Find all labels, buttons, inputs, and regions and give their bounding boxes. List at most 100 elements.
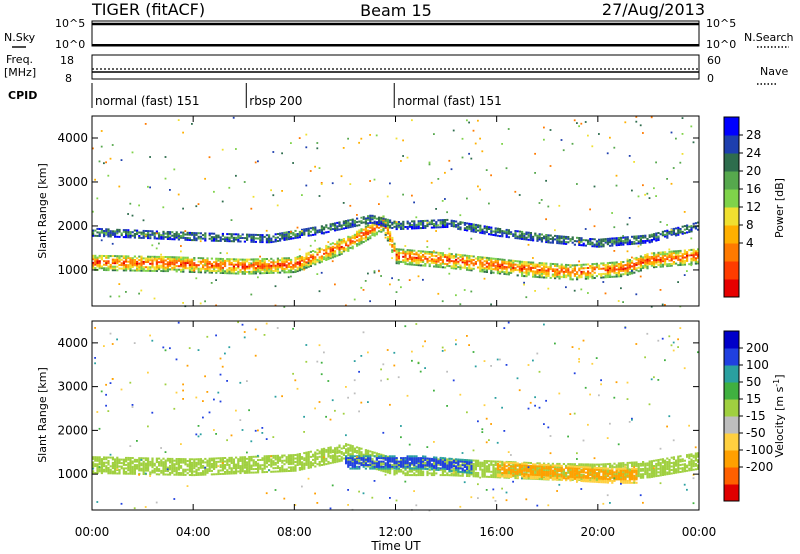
data-cell: [246, 258, 249, 261]
data-cell: [395, 258, 398, 261]
data-cell: [446, 458, 449, 461]
data-cell: [274, 456, 277, 459]
data-cell: [250, 464, 253, 467]
data-cell: [512, 259, 515, 262]
data-cell: [463, 254, 466, 257]
data-cell: [270, 241, 273, 244]
data-cell: [617, 264, 620, 267]
data-cell: [94, 267, 97, 270]
data-cell: [490, 272, 492, 275]
data-cell: [261, 272, 264, 275]
data-cell: [523, 238, 526, 241]
data-cell: [182, 461, 185, 464]
data-cell: [254, 267, 257, 270]
data-cell: [615, 272, 618, 274]
data-cell: [468, 226, 471, 229]
data-cell: [670, 233, 673, 236]
data-cell: [184, 461, 187, 464]
data-cell: [573, 273, 576, 276]
data-cell: [490, 260, 493, 263]
data-cell: [644, 241, 647, 244]
data-cell: [567, 236, 570, 238]
data-cell: [303, 457, 306, 460]
data-cell: [532, 235, 535, 238]
data-cell: [153, 235, 156, 238]
data-cell: [419, 257, 422, 260]
data-cell: [219, 261, 222, 264]
data-cell: [646, 262, 649, 264]
data-cell: [593, 271, 596, 274]
data-cell: [268, 463, 271, 466]
data-cell: [259, 270, 262, 273]
data-cell: [162, 466, 165, 469]
data-cell: [347, 449, 350, 451]
data-cell: [549, 268, 552, 271]
data-cell: [584, 275, 587, 278]
data-cell: [268, 270, 271, 273]
data-cell: [637, 245, 640, 248]
data-cell: [441, 472, 444, 475]
data-cell: [395, 457, 398, 460]
data-cell: [96, 463, 99, 466]
data-cell: [404, 474, 407, 477]
data-cell: [404, 261, 407, 264]
data-cell: [345, 458, 348, 461]
data-cell: [635, 262, 638, 265]
data-cell: [364, 232, 367, 235]
data-cell: [349, 444, 352, 447]
data-cell: [191, 265, 194, 268]
data-cell: [309, 263, 312, 266]
data-cell: [109, 157, 112, 160]
data-cell: [639, 240, 642, 243]
data-cell: [259, 464, 262, 467]
data-cell: [125, 232, 128, 235]
data-cell: [120, 258, 123, 261]
data-cell: [129, 445, 132, 447]
data-cell: [305, 256, 308, 259]
data-cell: [301, 264, 304, 267]
data-cell: [105, 467, 108, 469]
data-cell: [296, 462, 299, 465]
data-cell: [239, 235, 242, 238]
data-cell: [349, 446, 352, 449]
data-cell: [331, 251, 334, 254]
data-cell: [336, 244, 339, 247]
data-cell: [595, 266, 598, 269]
data-cell: [358, 490, 360, 493]
data-cell: [395, 291, 398, 293]
data-cell: [217, 264, 220, 267]
data-cell: [318, 247, 321, 250]
data-cell: [413, 225, 416, 228]
data-cell: [111, 465, 114, 468]
data-cell: [224, 464, 227, 466]
data-cell: [193, 232, 196, 235]
data-cell: [560, 242, 563, 245]
data-cell: [127, 213, 129, 215]
data-cell: [351, 450, 354, 453]
data-cell: [356, 236, 359, 238]
data-cell: [628, 243, 631, 246]
data-cell: [532, 273, 535, 276]
data-cell: [122, 470, 125, 473]
data-cell: [507, 259, 510, 262]
data-cell: [217, 391, 220, 394]
data-cell: [162, 234, 165, 237]
data-cell: [470, 260, 473, 263]
data-cell: [600, 245, 603, 248]
data-cell: [558, 235, 561, 238]
data-cell: [325, 253, 328, 256]
data-cell: [296, 457, 299, 459]
data-cell: [158, 261, 161, 264]
data-cell: [510, 268, 513, 271]
data-cell: [351, 460, 354, 463]
data-cell: [397, 461, 400, 464]
data-cell: [100, 463, 103, 466]
data-cell: [125, 472, 128, 475]
data-cell: [316, 458, 319, 460]
data-cell: [516, 274, 519, 277]
data-cell: [107, 255, 110, 257]
data-cell: [175, 461, 178, 464]
data-cell: [529, 268, 532, 271]
data-cell: [351, 446, 354, 449]
data-cell: [309, 450, 312, 453]
